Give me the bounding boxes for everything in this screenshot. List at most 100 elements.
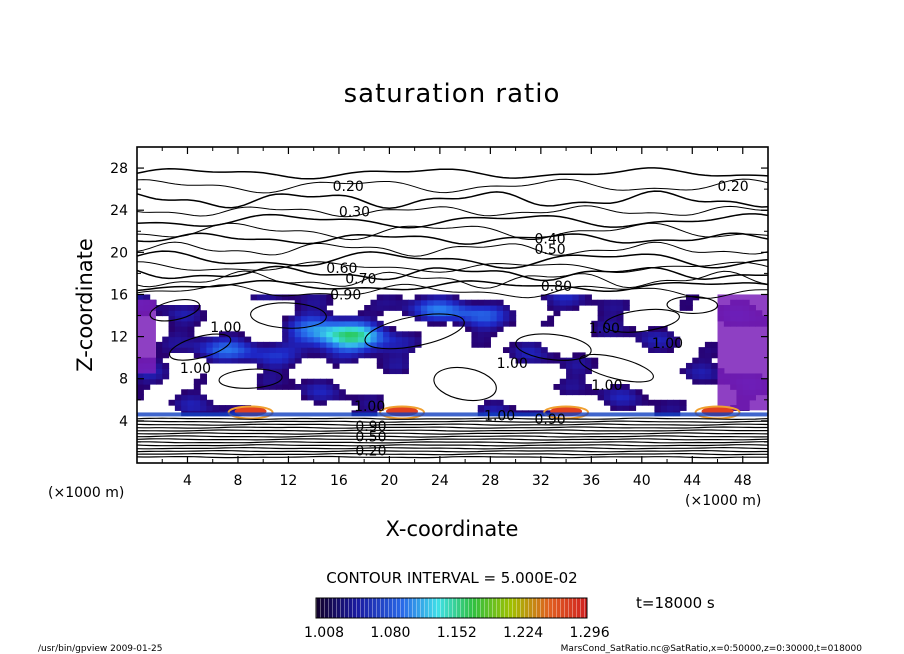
field-cell [162, 341, 170, 348]
field-cell [256, 347, 264, 353]
field-cell [200, 378, 208, 385]
field-cell [269, 352, 277, 359]
field-cell [585, 299, 592, 306]
field-cell [490, 299, 498, 306]
field-cell [515, 347, 523, 353]
field-cell [553, 299, 561, 306]
field-cell [414, 310, 422, 317]
contour-interval-label: CONTOUR INTERVAL = 5.000E-02 [326, 569, 577, 587]
field-cell [477, 341, 485, 348]
field-cell [301, 305, 308, 311]
field-cell [187, 389, 195, 396]
contour-line [137, 205, 768, 218]
field-cell [219, 336, 226, 343]
field-cell [402, 310, 409, 317]
field-cell [200, 394, 208, 401]
field-cell [250, 352, 258, 359]
field-cell [187, 399, 195, 406]
x-tick-label: 28 [481, 473, 499, 489]
field-cell [610, 310, 618, 317]
field-cell [471, 310, 479, 317]
field-cell [402, 352, 409, 359]
y-tick-label: 24 [110, 203, 128, 219]
field-cell [654, 399, 662, 406]
field-cell [376, 347, 384, 353]
contour-value-label: 0.90 [355, 419, 386, 435]
field-cell [319, 399, 327, 406]
field-cell [439, 320, 447, 327]
x-tick-label: 12 [280, 473, 298, 489]
field-cell [282, 336, 290, 343]
field-cell [263, 362, 271, 369]
field-cell [244, 347, 252, 353]
field-cell [679, 368, 687, 375]
field-cell [313, 315, 321, 322]
field-cell [376, 399, 384, 406]
field-cell [307, 315, 315, 322]
field-cell [685, 368, 693, 375]
field-cell [200, 347, 208, 353]
field-cell [496, 405, 504, 411]
field-cell [206, 399, 214, 406]
field-cell [484, 305, 491, 311]
field-cell [446, 310, 454, 317]
field-cell [477, 331, 485, 338]
field-cell [414, 315, 422, 322]
field-cell [553, 305, 561, 311]
y-tick-label: 8 [119, 372, 128, 388]
x-tick-label: 4 [183, 473, 192, 489]
field-cell [332, 336, 340, 343]
field-cell [572, 368, 580, 375]
field-cell [465, 310, 473, 317]
field-cell [559, 389, 567, 396]
contour-line-low [137, 429, 768, 432]
field-cell [629, 394, 637, 401]
footer-left: /usr/bin/gpview 2009-01-25 [38, 644, 162, 654]
field-cell [219, 347, 226, 353]
field-cell [704, 362, 712, 369]
field-cell [174, 320, 182, 327]
field-cell [332, 389, 340, 396]
field-cell [616, 320, 624, 327]
field-cell [319, 341, 327, 348]
field-cell [383, 362, 390, 369]
field-cell [484, 310, 491, 317]
field-cell [521, 347, 529, 353]
field-cell [219, 341, 226, 348]
field-cell [168, 336, 176, 343]
field-cell [137, 394, 144, 401]
contour-line [137, 283, 768, 299]
field-cell [408, 341, 416, 348]
field-cell [559, 362, 567, 369]
field-cell [566, 368, 573, 375]
field-cell [458, 310, 466, 317]
field-cell [288, 294, 296, 301]
field-cell [200, 336, 208, 343]
field-cell [307, 305, 315, 311]
field-cell [376, 331, 384, 338]
field-cell [237, 357, 245, 364]
field-cell [585, 357, 592, 364]
field-cell [433, 320, 441, 327]
field-cell [351, 394, 359, 401]
field-cell [408, 331, 416, 338]
colorbar-frame [315, 597, 588, 619]
field-cell [319, 305, 327, 311]
field-cell [509, 341, 517, 348]
field-cell [200, 405, 208, 411]
field-cell [711, 352, 719, 359]
field-cell [301, 347, 308, 353]
field-cell [477, 315, 485, 322]
field-cell [307, 384, 315, 390]
contour-value-label: 1.00 [652, 336, 683, 352]
field-cell [326, 384, 334, 390]
field-cell [256, 373, 264, 380]
field-cell [597, 389, 605, 396]
field-cell [193, 305, 201, 311]
field-cell [559, 299, 567, 306]
field-cell [585, 368, 592, 375]
field-cell [364, 405, 372, 411]
field-cell [471, 326, 479, 332]
field-cell [288, 347, 296, 353]
field-cell [610, 326, 618, 332]
